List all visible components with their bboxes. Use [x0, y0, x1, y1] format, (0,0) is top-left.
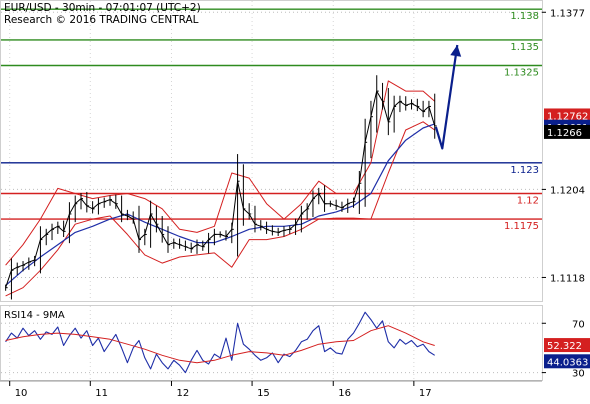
level-label: 1.135: [510, 42, 539, 53]
rsi-title: RSI14 - 9MA: [4, 310, 65, 321]
price-axis-label: 1.1377: [550, 8, 585, 19]
level-label: 1.1325: [504, 68, 539, 79]
level-label: 1.12: [517, 195, 539, 206]
time-axis-label: 17: [419, 388, 432, 399]
rsi-axis-label: 70: [572, 319, 585, 330]
rsi-ma-value-text: 52.322: [547, 341, 582, 352]
time-axis: 10 11 12 15 16 17: [0, 381, 542, 399]
time-axis-label: 15: [257, 388, 270, 399]
chart-copyright: Research © 2016 TRADING CENTRAL: [4, 14, 199, 26]
level-label: 1.138: [510, 11, 539, 22]
price-axis-label: 1.1204: [550, 185, 585, 196]
rsi-panel-frame: [1, 306, 543, 381]
price-axis-label: 1.1118: [550, 273, 585, 284]
rsi-axis-label: 30: [572, 369, 585, 380]
rsi-value-text: 44.0363: [547, 357, 588, 368]
time-axis-label: 12: [176, 388, 189, 399]
rsi-axis: 70 30 52.322 44.0363: [542, 319, 590, 379]
time-axis-label: 16: [338, 388, 351, 399]
level-label: 1.1175: [504, 221, 539, 232]
price-panel-frame: [1, 1, 543, 302]
time-axis-label: 11: [95, 388, 108, 399]
time-axis-label: 10: [15, 388, 28, 399]
level-label: 1.123: [510, 165, 539, 176]
rsi-panel: 70 30 52.322 44.0363 RSI14 - 9MA: [1, 306, 590, 381]
last-price-value-text: 1.1266: [547, 128, 582, 139]
chart-title: EUR/USD - 30min - 07:01:07 (UTC+2): [4, 2, 201, 14]
price-panel: 1.138 1.135 1.1325 1.123 1.12 1.1175 1.1377 1.…: [1, 1, 590, 302]
